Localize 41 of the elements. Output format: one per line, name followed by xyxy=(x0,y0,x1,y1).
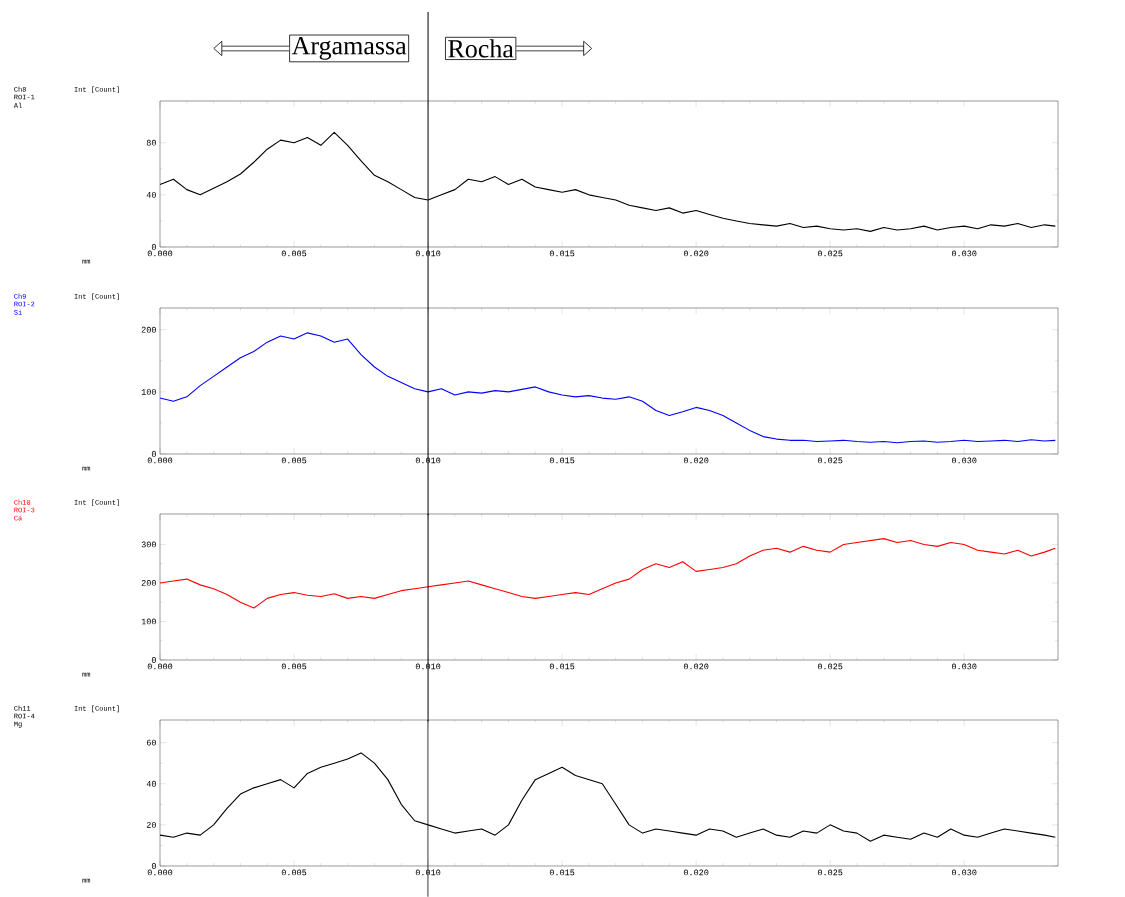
y-tick-label: 0 xyxy=(151,657,156,663)
x-tick-label: 0.020 xyxy=(683,663,709,670)
x-tick-label: 0.030 xyxy=(951,250,977,257)
y-tick-label: 0 xyxy=(151,863,156,869)
x-tick-label: 0.025 xyxy=(817,663,843,670)
x-tick-label: 0.005 xyxy=(281,250,307,257)
x-tick-label: 0.005 xyxy=(281,869,307,876)
y-tick-label: 0 xyxy=(151,451,156,457)
y-tick-label: 200 xyxy=(141,579,156,586)
x-tick-label: 0.020 xyxy=(683,250,709,257)
x-tick-label: 0.000 xyxy=(147,457,173,464)
x-tick-label: 0.030 xyxy=(951,869,977,876)
x-tick-label: 0.015 xyxy=(549,457,575,464)
y-tick-label: 40 xyxy=(146,780,156,787)
y-tick-label: 100 xyxy=(141,618,156,625)
text: Rocha xyxy=(448,39,514,58)
y-tick-label: 0 xyxy=(151,244,156,250)
text: Argamassa xyxy=(291,36,407,60)
x-tick-label: 0.000 xyxy=(147,869,173,876)
x-tick-label: 0.030 xyxy=(951,457,977,464)
x-tick-label: 0.020 xyxy=(683,869,709,876)
x-tick-label: 0.005 xyxy=(281,663,307,670)
y-tick-label: 20 xyxy=(146,821,156,828)
y-tick-label: 200 xyxy=(141,326,156,333)
y-tick-label: 40 xyxy=(146,191,156,198)
x-tick-label: 0.015 xyxy=(549,250,575,257)
x-tick-label: 0.015 xyxy=(549,663,575,670)
y-tick-label: 100 xyxy=(141,388,156,395)
x-tick-label: 0.030 xyxy=(951,663,977,670)
x-tick-label: 0.005 xyxy=(281,457,307,464)
y-tick-label: 60 xyxy=(146,739,156,746)
x-tick-label: 0.025 xyxy=(817,869,843,876)
y-tick-label: 300 xyxy=(141,541,156,548)
x-tick-label: 0.020 xyxy=(683,457,709,464)
x-tick-label: 0.000 xyxy=(147,250,173,257)
x-tick-label: 0.015 xyxy=(549,869,575,876)
x-tick-label: 0.000 xyxy=(147,663,173,670)
y-tick-label: 80 xyxy=(146,139,156,146)
x-tick-label: 0.010 xyxy=(415,869,441,876)
x-tick-label: 0.025 xyxy=(817,250,843,257)
x-tick-label: 0.025 xyxy=(817,457,843,464)
